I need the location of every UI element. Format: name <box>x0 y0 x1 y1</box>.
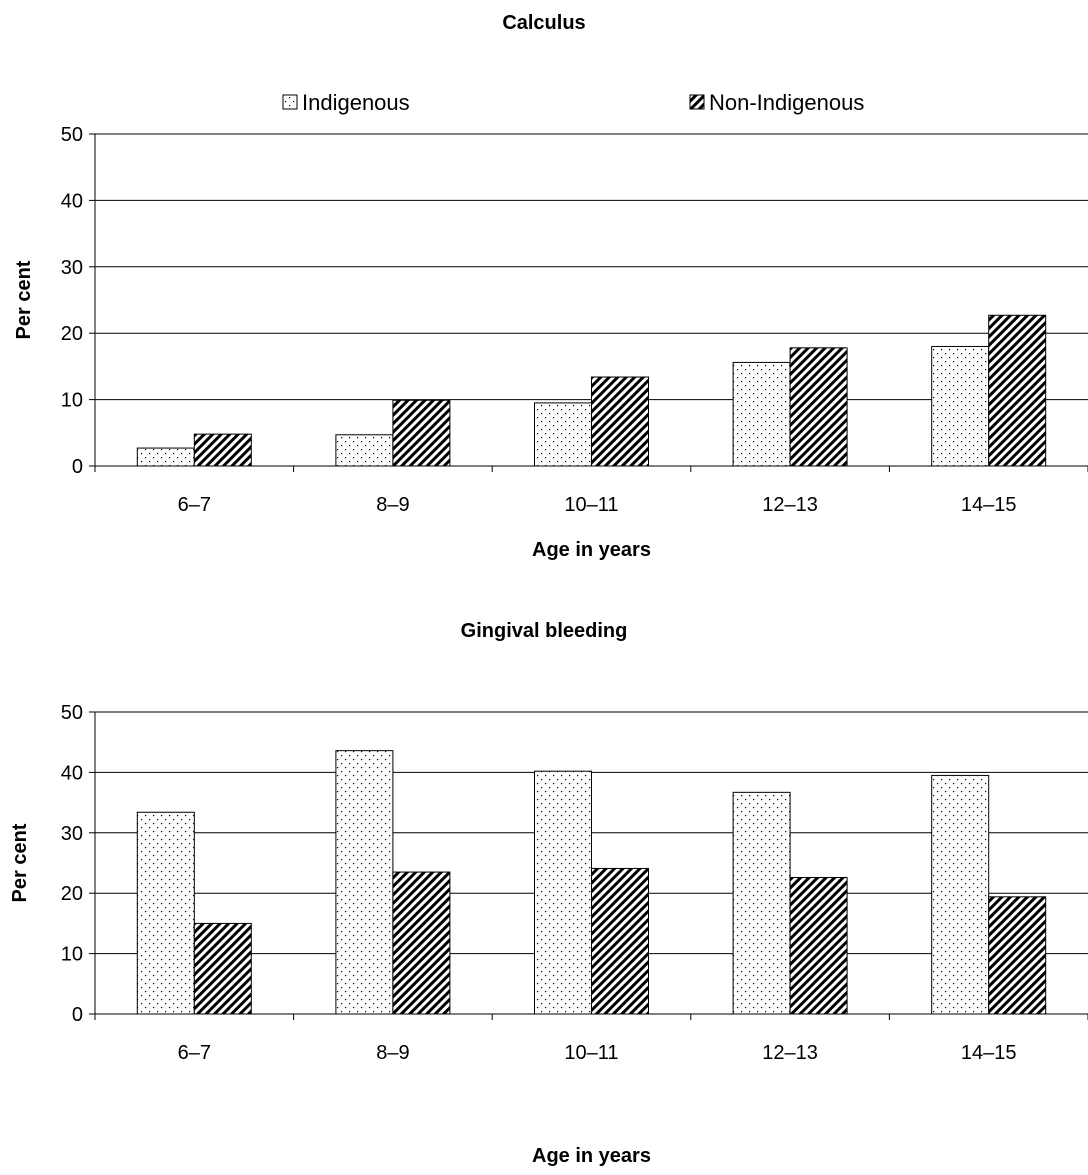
legend-label: Non-Indigenous <box>709 90 864 115</box>
x-axis-label: Age in years <box>532 539 651 561</box>
bar-indigenous <box>335 434 394 467</box>
bar-non-indigenous <box>392 399 451 467</box>
x-tick-label: 6–7 <box>178 494 211 516</box>
calculus-chart-svg: 0 10 20 30 40 50 6–7 8–9 10–11 12–13 14–15 Age in y… <box>13 90 1088 561</box>
x-tick-label: 12–13 <box>762 1042 818 1064</box>
bar-non-indigenous <box>789 347 848 467</box>
y-tick-label: 40 <box>61 762 83 784</box>
x-tick-label: 14–15 <box>961 494 1017 516</box>
y-tick-label: 40 <box>61 190 83 212</box>
bar-indigenous <box>931 345 990 467</box>
x-tick-label: 6–7 <box>178 1042 211 1064</box>
y-tick-label: 30 <box>61 823 83 845</box>
y-tick-label: 30 <box>61 257 83 279</box>
calculus-chart: Calculus 0 10 20 30 40 50 6–7 8–9 10–11 12–13 14–1… <box>0 0 1088 580</box>
x-tick-label: 14–15 <box>961 1042 1017 1064</box>
bar-non-indigenous <box>988 896 1047 1015</box>
bar-non-indigenous <box>591 867 649 1015</box>
y-tick-label: 10 <box>61 944 83 966</box>
bar-indigenous <box>931 774 990 1015</box>
y-tick-label: 50 <box>61 124 83 146</box>
x-tick-label: 12–13 <box>762 494 818 516</box>
gingival-bleeding-chart: Gingival bleeding 0 10 20 30 40 50 6–7 8–9 10–11… <box>0 590 1088 1175</box>
y-axis-label: Per cent <box>13 260 35 339</box>
y-axis-label: Per cent <box>9 823 31 902</box>
legend-label: Indigenous <box>302 90 410 115</box>
chart-title: Calculus <box>502 12 586 34</box>
y-tick-label: 50 <box>61 702 83 724</box>
x-tick-label: 10–11 <box>564 494 618 516</box>
bar-indigenous <box>732 791 791 1015</box>
gingival-bleeding-chart-svg: 0 10 20 30 40 50 6–7 8–9 10–11 12–13 14–15 Age in y… <box>9 702 1088 1167</box>
y-tick-label: 0 <box>72 1004 83 1026</box>
y-tick-label: 20 <box>61 323 83 345</box>
bar-indigenous <box>732 361 791 467</box>
bar-non-indigenous <box>789 876 848 1015</box>
legend-swatch-non-indigenous <box>689 94 705 110</box>
x-axis-label: Age in years <box>532 1145 651 1167</box>
bar-indigenous <box>136 447 195 467</box>
bar-non-indigenous <box>591 376 649 467</box>
x-tick-label: 8–9 <box>376 494 409 516</box>
bar-non-indigenous <box>988 314 1047 467</box>
bar-non-indigenous <box>392 871 451 1015</box>
bar-indigenous <box>534 770 592 1015</box>
bar-indigenous <box>534 402 592 467</box>
y-tick-label: 0 <box>72 456 83 478</box>
x-tick-label: 8–9 <box>376 1042 409 1064</box>
bar-non-indigenous <box>193 433 252 467</box>
y-tick-label: 10 <box>61 390 83 412</box>
legend-swatch-indigenous <box>282 94 298 110</box>
bar-indigenous <box>335 750 394 1015</box>
y-tick-label: 20 <box>61 883 83 905</box>
bar-non-indigenous <box>193 922 252 1015</box>
chart-title: Gingival bleeding <box>460 620 628 642</box>
x-tick-label: 10–11 <box>564 1042 618 1064</box>
bar-indigenous <box>136 811 195 1015</box>
